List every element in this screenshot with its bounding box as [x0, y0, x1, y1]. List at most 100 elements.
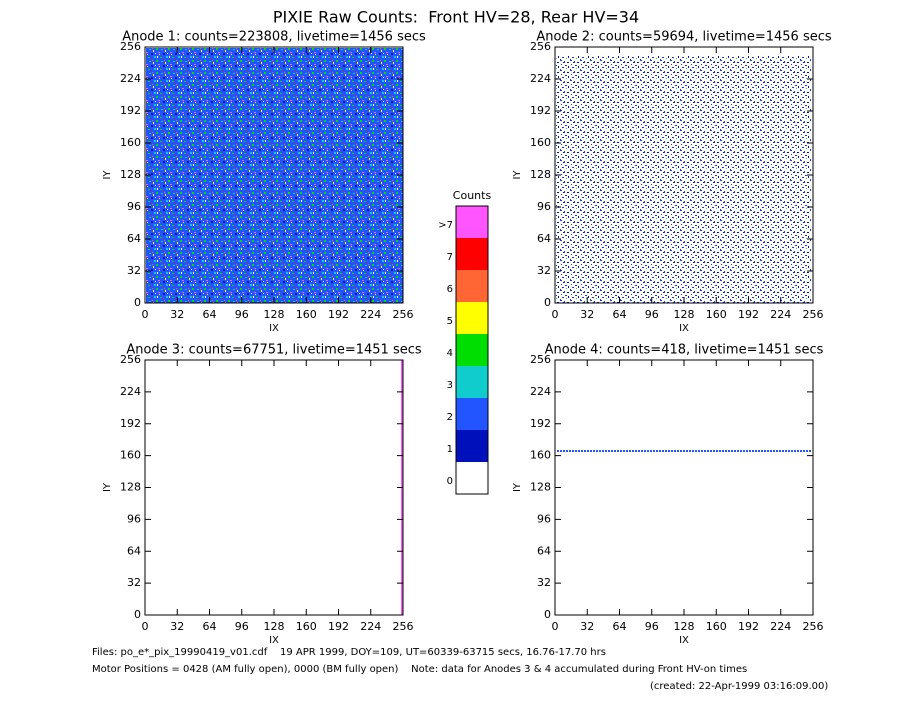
x-tick-label: 32 — [580, 620, 594, 633]
x-axis-label: IX — [679, 323, 689, 334]
x-tick-label: 224 — [360, 620, 381, 633]
x-tick-label: 64 — [203, 620, 217, 633]
x-tick-label: 224 — [360, 308, 381, 321]
y-tick-label: 32 — [127, 576, 141, 589]
y-tick-label: 192 — [530, 104, 551, 117]
x-axis-label: IX — [269, 635, 279, 646]
panel-title: Anode 1: counts=223808, livetime=1456 se… — [122, 30, 426, 45]
y-tick-label: 64 — [127, 232, 141, 245]
y-tick-label: 96 — [127, 512, 141, 525]
plot-frame — [554, 359, 814, 616]
x-tick-label: 192 — [738, 308, 759, 321]
colorbar-title: Counts — [453, 189, 492, 202]
x-tick-label: 192 — [328, 308, 349, 321]
y-tick-label: 224 — [120, 385, 141, 398]
colorbar-label: 6 — [447, 284, 453, 295]
y-tick-label: 0 — [544, 608, 551, 621]
x-tick-label: 128 — [674, 308, 695, 321]
x-tick-label: 192 — [738, 620, 759, 633]
y-tick-label: 160 — [120, 136, 141, 149]
colorbar-swatch — [456, 302, 488, 334]
footer-motor: Motor Positions = 0428 (AM fully open), … — [92, 664, 747, 675]
x-tick-label: 0 — [142, 308, 149, 321]
plot-frame — [144, 359, 404, 616]
y-axis-label: IY — [512, 482, 523, 492]
x-tick-label: 0 — [142, 620, 149, 633]
x-tick-label: 160 — [296, 620, 317, 633]
y-tick-label: 128 — [530, 481, 551, 494]
colorbar-swatch — [456, 238, 488, 270]
y-tick-label: 128 — [530, 168, 551, 181]
y-tick-label: 0 — [134, 296, 141, 309]
y-tick-label: 96 — [537, 200, 551, 213]
x-tick-label: 32 — [580, 308, 594, 321]
colorbar-label: 1 — [447, 444, 453, 455]
colorbar-swatch — [456, 270, 488, 302]
y-tick-label: 0 — [544, 296, 551, 309]
x-tick-label: 128 — [264, 620, 285, 633]
y-tick-label: 256 — [530, 353, 551, 366]
x-tick-label: 0 — [552, 620, 559, 633]
y-tick-label: 96 — [127, 200, 141, 213]
colorbar-swatch — [456, 462, 488, 494]
x-tick-label: 128 — [264, 308, 285, 321]
x-tick-label: 256 — [803, 620, 824, 633]
footer-files: Files: po_e*_pix_19990419_v01.cdf 19 APR… — [92, 647, 606, 658]
x-tick-label: 160 — [706, 620, 727, 633]
y-tick-label: 160 — [530, 449, 551, 462]
colorbar-swatch — [456, 366, 488, 398]
footer-created: (created: 22-Apr-1999 03:16:09.00) — [650, 681, 828, 692]
y-tick-label: 192 — [120, 104, 141, 117]
x-tick-label: 64 — [613, 620, 627, 633]
y-tick-label: 224 — [530, 72, 551, 85]
y-tick-label: 256 — [530, 40, 551, 53]
y-tick-label: 160 — [120, 449, 141, 462]
y-tick-label: 192 — [120, 417, 141, 430]
colorbar-label: 7 — [447, 252, 453, 263]
y-tick-label: 96 — [537, 512, 551, 525]
heatmap-image — [146, 48, 403, 303]
panel-title: Anode 4: counts=418, livetime=1451 secs — [545, 343, 824, 358]
y-tick-label: 64 — [127, 544, 141, 557]
x-tick-label: 0 — [552, 308, 559, 321]
x-tick-label: 96 — [235, 620, 249, 633]
colorbar-label: 2 — [447, 412, 453, 423]
x-tick-label: 224 — [770, 308, 791, 321]
colorbar-swatch — [456, 334, 488, 366]
colorbar-frame — [455, 205, 489, 495]
y-tick-label: 224 — [530, 385, 551, 398]
colorbar-swatch — [456, 398, 488, 430]
y-tick-label: 64 — [537, 544, 551, 557]
y-tick-label: 128 — [120, 168, 141, 181]
x-axis-label: IX — [679, 635, 689, 646]
y-tick-label: 256 — [120, 353, 141, 366]
x-tick-label: 192 — [328, 620, 349, 633]
y-axis-label: IY — [512, 170, 523, 180]
panel-title: Anode 3: counts=67751, livetime=1451 sec… — [126, 343, 422, 358]
colorbar-label: 0 — [447, 476, 453, 487]
x-tick-label: 64 — [203, 308, 217, 321]
x-tick-label: 32 — [170, 308, 184, 321]
colorbar-swatch — [456, 206, 488, 238]
y-axis-label: IY — [102, 170, 113, 180]
y-tick-label: 32 — [127, 264, 141, 277]
x-tick-label: 32 — [170, 620, 184, 633]
panel-title: Anode 2: counts=59694, livetime=1456 sec… — [536, 30, 832, 45]
x-tick-label: 160 — [706, 308, 727, 321]
y-tick-label: 192 — [530, 417, 551, 430]
colorbar-swatch — [456, 430, 488, 462]
y-tick-label: 256 — [120, 40, 141, 53]
x-tick-label: 128 — [674, 620, 695, 633]
colorbar-label: 5 — [447, 316, 453, 327]
x-tick-label: 256 — [393, 308, 414, 321]
y-tick-label: 160 — [530, 136, 551, 149]
x-tick-label: 256 — [393, 620, 414, 633]
y-tick-label: 64 — [537, 232, 551, 245]
y-axis-label: IY — [102, 482, 113, 492]
x-tick-label: 96 — [645, 620, 659, 633]
figure-title: PIXIE Raw Counts: Front HV=28, Rear HV=3… — [273, 8, 639, 27]
x-tick-label: 64 — [613, 308, 627, 321]
x-tick-label: 96 — [235, 308, 249, 321]
